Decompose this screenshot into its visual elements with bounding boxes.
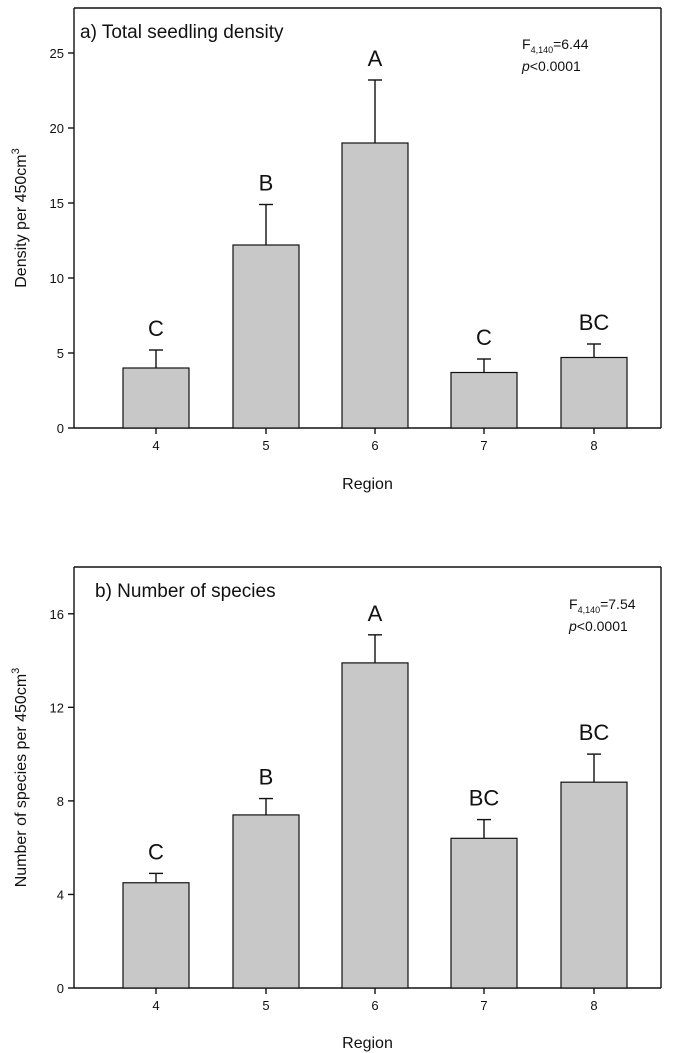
significance-letter: C [148,316,164,341]
x-axis-title: Region [342,476,393,493]
x-tick-label: 7 [480,438,487,453]
x-tick-label: 4 [152,998,159,1013]
y-axis-title-superscript: 3 [10,148,22,154]
f-statistic: F4,140=7.54 [569,596,636,615]
y-axis-title: Number of species per 450cm3 [10,668,30,888]
p-value-text: <0.0001 [530,58,581,74]
f-symbol: F [569,596,578,612]
bar-region-8 [560,356,628,429]
bar-region-6 [341,662,409,989]
y-tick-label: 20 [50,121,64,136]
f-value: =7.54 [600,596,636,612]
x-tick-label: 8 [590,998,597,1013]
f-degrees-of-freedom: 4,140 [531,45,554,55]
y-tick-label: 15 [50,196,64,211]
significance-letter: B [259,765,274,790]
y-tick-label: 8 [57,794,64,809]
y-tick-label: 25 [50,46,64,61]
y-tick-label: 0 [57,981,64,996]
bar-region-4 [122,367,190,429]
p-value-text: <0.0001 [577,618,628,634]
x-tick-label: 7 [480,998,487,1013]
significance-letter: C [148,839,164,864]
chart-panel-b: 0 4 8 12 16 C 4 B 5 A 6 BC 7 BC 8 b) Number of species R… [10,566,662,1052]
significance-letter: B [259,171,274,196]
f-symbol: F [522,36,531,52]
f-value: =6.44 [553,36,589,52]
significance-letter: A [368,46,383,71]
x-tick-label: 5 [262,438,269,453]
y-tick-label: 0 [57,421,64,436]
p-value: p<0.0001 [521,58,581,74]
f-statistic: F4,140=6.44 [522,36,589,55]
y-axis-title-main: Density per 450cm [13,154,30,287]
p-symbol: p [568,618,577,634]
bar-region-5 [232,814,300,989]
x-tick-label: 6 [371,438,378,453]
bar-region-8 [560,781,628,989]
bar-region-5 [232,244,300,429]
f-degrees-of-freedom: 4,140 [578,605,601,615]
y-tick-label: 12 [50,700,64,715]
p-value: p<0.0001 [568,618,628,634]
significance-letter: C [476,325,492,350]
y-tick-label: 5 [57,346,64,361]
bar-region-7 [450,837,518,989]
chart-panel-a: 0 5 10 15 20 25 C 4 B 5 A 6 C 7 BC 8 a) Total seedling d… [10,7,662,493]
panel-title: a) Total seedling density [80,22,284,43]
significance-letter: A [368,601,383,626]
y-tick-label: 16 [50,607,64,622]
significance-letter: BC [469,786,500,811]
y-tick-label: 10 [50,271,64,286]
bar-region-7 [450,371,518,429]
x-tick-label: 6 [371,998,378,1013]
x-axis-title: Region [342,1035,393,1052]
x-tick-label: 8 [590,438,597,453]
bar-region-6 [341,142,409,429]
y-axis-title-main: Number of species per 450cm [13,674,30,887]
panel-title: b) Number of species [95,581,276,602]
x-tick-label: 5 [262,998,269,1013]
significance-letter: BC [579,720,610,745]
y-axis-title: Density per 450cm3 [10,148,30,288]
bar-region-4 [122,882,190,989]
p-symbol: p [521,58,530,74]
y-axis-title-superscript: 3 [10,668,22,674]
significance-letter: BC [579,310,610,335]
x-tick-label: 4 [152,438,159,453]
y-tick-label: 4 [57,887,64,902]
